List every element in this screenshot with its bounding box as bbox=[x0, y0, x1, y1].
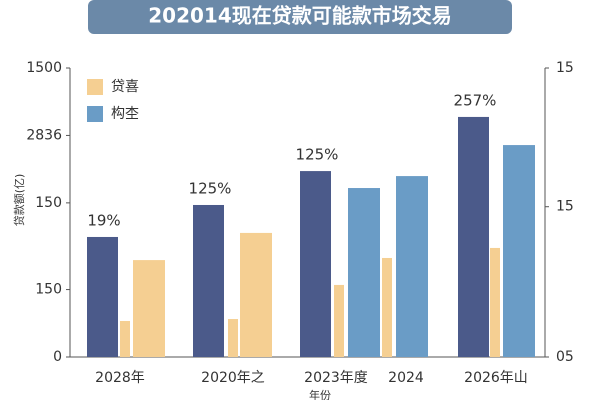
legend-swatch bbox=[87, 79, 103, 95]
y2-tick-label: 05 bbox=[556, 349, 574, 365]
legend-swatch bbox=[87, 106, 103, 122]
y-tick-label: 2836 bbox=[26, 127, 62, 143]
annotation: 125% bbox=[296, 146, 339, 164]
legend-label: 贷喜 bbox=[111, 79, 139, 95]
annotation: 19% bbox=[87, 211, 120, 229]
x-axis-label: 年份 bbox=[309, 388, 331, 400]
x-tick-label: 2024 bbox=[388, 370, 424, 386]
annotation: 125% bbox=[189, 179, 232, 197]
x-tick-label: 2023年度 bbox=[304, 370, 368, 386]
bar bbox=[503, 145, 535, 357]
y2-tick-label: 15 bbox=[556, 60, 574, 76]
y-tick-label: 150 bbox=[35, 195, 62, 211]
bar bbox=[490, 247, 500, 357]
y-tick-label: 150 bbox=[35, 282, 62, 298]
bar bbox=[396, 176, 428, 357]
bar bbox=[300, 171, 331, 357]
x-tick-label: 2026年山 bbox=[464, 370, 528, 386]
bar bbox=[133, 260, 165, 357]
y-tick-label: 0 bbox=[53, 349, 62, 365]
bar bbox=[348, 188, 380, 357]
annotation: 257% bbox=[454, 91, 497, 109]
x-tick-label: 2020年之 bbox=[201, 370, 265, 386]
bar bbox=[193, 204, 224, 357]
legend-label: 构杢 bbox=[111, 106, 139, 122]
y-axis-label: 贷款额(亿) bbox=[12, 174, 26, 227]
title-banner bbox=[88, 0, 512, 34]
bar bbox=[228, 319, 238, 357]
bar bbox=[120, 320, 130, 357]
bar bbox=[240, 232, 272, 357]
bar bbox=[334, 284, 344, 357]
y-tick-label: 1500 bbox=[26, 60, 62, 76]
y2-tick-label: 15 bbox=[556, 199, 574, 215]
x-tick-label: 2028年 bbox=[95, 370, 145, 386]
chart-title: 202014现在贷款可能款市场交易 bbox=[148, 4, 452, 28]
bar bbox=[87, 236, 118, 357]
bar bbox=[382, 257, 392, 357]
bar bbox=[458, 116, 489, 357]
